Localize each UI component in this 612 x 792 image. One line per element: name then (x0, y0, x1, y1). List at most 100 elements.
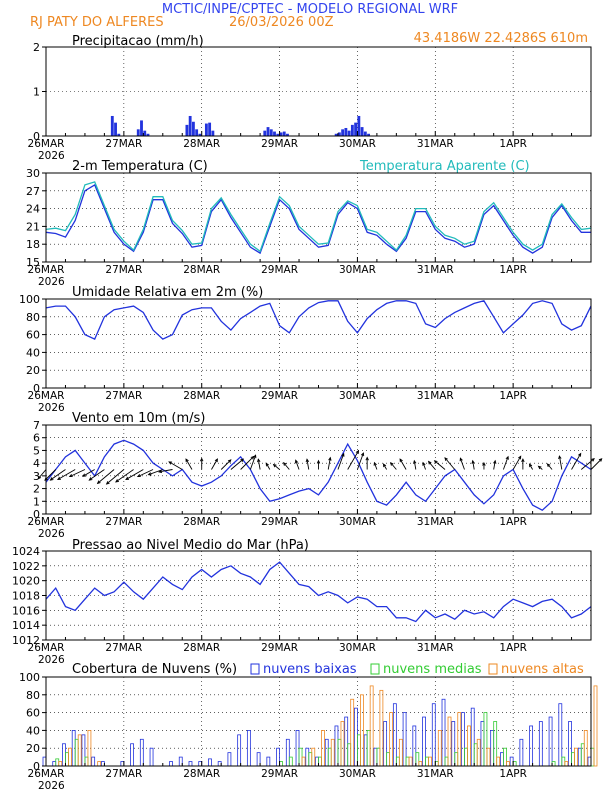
wind-arrow-head (96, 480, 101, 485)
wind-arrow-head (328, 456, 332, 461)
y-tick-label: 30 (26, 167, 40, 180)
cloud-bar-low (529, 725, 534, 767)
wind-arrow (283, 462, 290, 470)
cloud-bar-high (301, 756, 306, 767)
cloud-bar-high (311, 747, 316, 767)
x-tick-label: 29MAR (261, 264, 298, 276)
wind-arrow-head (528, 463, 533, 468)
precip-bar (211, 130, 215, 136)
wind-arrow-head (521, 458, 525, 462)
y-tick-label: 60 (26, 707, 40, 720)
cloud-bar-high (58, 761, 63, 767)
y-tick-label: 21 (26, 220, 40, 233)
wind-arrow (57, 469, 76, 480)
wind-arrow-head (305, 458, 310, 463)
wind-arrow-head (505, 455, 509, 460)
wind-arrow-head (199, 457, 204, 462)
wind-arrow (125, 469, 144, 480)
precip-bar (344, 127, 348, 136)
wind-arrow-head (168, 461, 173, 465)
x-tick-label: 29MAR (261, 390, 298, 402)
cloud-bar-low (383, 721, 388, 767)
precip-bar (282, 131, 286, 136)
precip-bar (208, 122, 212, 136)
x-tick-label: 1APR (499, 264, 527, 276)
cloud-bar-low (188, 761, 193, 767)
wind-arrow (512, 456, 522, 470)
cloud-bar-low (237, 734, 242, 767)
wind-arrow (148, 469, 163, 476)
precip-bar (363, 131, 367, 136)
y-tick-label: 2 (33, 483, 40, 496)
cloud-bar-low (480, 721, 485, 767)
wind-arrow (220, 459, 232, 470)
cloud-bar-mid (464, 747, 468, 767)
cloud-bar-high (379, 689, 384, 767)
x-tick-label: 1APR (499, 516, 527, 528)
cloud-bar-low (52, 761, 57, 767)
precip-bar (337, 132, 341, 136)
cloud-bar-low (149, 747, 154, 767)
precip-bar (191, 121, 195, 136)
cloud-bar-low (431, 703, 436, 767)
x-tick-label: 28MAR (183, 768, 220, 780)
y-tick-label: 0 (33, 760, 40, 773)
series-line-1 (45, 181, 592, 253)
legend-high-swatch (488, 663, 498, 675)
x-tick-label: 26MAR (28, 138, 65, 150)
precip-bar (286, 133, 289, 136)
x-tick-label: 1APR (499, 138, 527, 150)
wind-arrow-head (240, 458, 245, 462)
cloud-bar-low (208, 758, 212, 767)
x-tick-label: 26MAR (28, 642, 65, 654)
cloud-bar-low (266, 756, 271, 767)
cloud-bar-high (77, 734, 82, 767)
wind-arrow (106, 469, 125, 485)
wind-arrow-head (105, 481, 110, 485)
wind-arrow-head (227, 459, 232, 463)
wind-arrow-head (422, 461, 426, 466)
cloud-bar-mid (580, 743, 585, 767)
wind-arrow (97, 469, 115, 484)
wind-arrow (571, 453, 582, 470)
wind-arrow-head (214, 458, 218, 463)
x-tick-label: 31MAR (417, 138, 454, 150)
y-tick-label: 20 (26, 364, 40, 377)
y-tick-label: 80 (26, 689, 40, 702)
cloud-bar-low (461, 712, 465, 767)
wind-arrow-head (382, 463, 387, 468)
wind-arrow-head (537, 465, 542, 470)
x-tick-label: 30MAR (339, 768, 376, 780)
x-tick-label: 30MAR (339, 516, 376, 528)
x-tick-label: 28MAR (183, 138, 220, 150)
plot-0: 0 1 2 26MAR 27MAR 28MAR 29MAR 30MAR 31MAR 1APR 202… (28, 41, 592, 162)
wind-arrow-head (253, 454, 257, 459)
y-tick-label: 0 (33, 130, 40, 143)
wind-arrow (558, 456, 563, 470)
precip-bar (279, 132, 283, 136)
x-tick-label: 27MAR (105, 516, 142, 528)
precip-bar (269, 129, 273, 136)
series-line (45, 300, 592, 340)
precip-bar (360, 127, 364, 136)
panel-clouds: Cobertura de Nuvens (%) nuvens baixas nu… (72, 662, 584, 677)
y-tick-label: 1018 (12, 590, 40, 603)
wind-arrow-head (294, 459, 299, 464)
header-run: 26/03/2026 00Z (229, 15, 334, 30)
precip-bar (273, 131, 276, 136)
cloud-bar-low (344, 716, 349, 767)
cloud-bar-high (564, 761, 569, 767)
cloud-bar-mid (483, 712, 488, 767)
wind-arrow-head (444, 457, 448, 461)
cloud-bar-high (418, 761, 423, 767)
precip-bar (350, 124, 354, 136)
precip-bar (334, 133, 338, 136)
wind-arrow (428, 461, 436, 470)
x-tick-label: 27MAR (105, 264, 142, 276)
cloud-bar-mid (308, 752, 313, 767)
cloud-bar-mid (55, 758, 60, 767)
cloud-bar-low (363, 734, 368, 767)
cloud-bar-high (68, 747, 72, 767)
x-tick-label: 27MAR (105, 138, 142, 150)
